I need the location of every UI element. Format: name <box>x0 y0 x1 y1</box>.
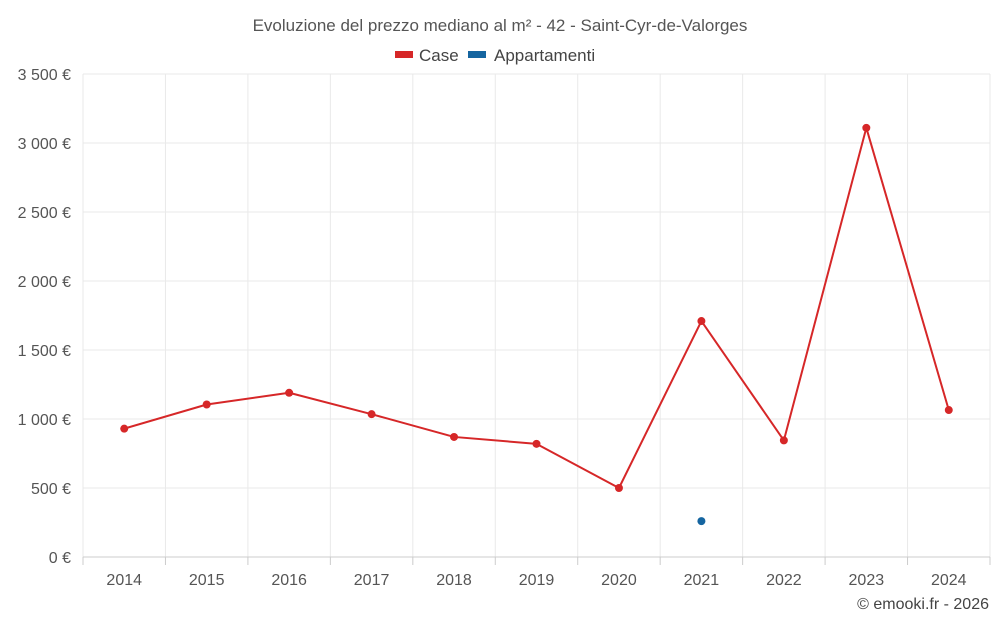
x-axis: 2014 2015 2016 2017 2018 2019 2020 2021 2022 2023… <box>82 556 991 589</box>
data-point-case-2016[interactable] <box>285 388 294 397</box>
data-point-case-2018[interactable] <box>450 432 459 441</box>
y-tick-label: 1 500 € <box>18 343 71 360</box>
x-tick-label: 2014 <box>106 572 142 589</box>
x-tick-label: 2015 <box>189 572 225 589</box>
y-tick-label: 3 500 € <box>18 67 71 84</box>
x-tick-label: 2023 <box>849 572 885 589</box>
data-point-case-2021[interactable] <box>697 317 706 326</box>
series-case <box>120 123 953 492</box>
x-tick-label: 2024 <box>931 572 967 589</box>
series-appartamenti <box>697 517 706 526</box>
legend-swatch-appartamenti <box>468 51 486 58</box>
y-tick-label: 3 000 € <box>18 136 71 153</box>
data-point-case-2017[interactable] <box>367 410 376 419</box>
y-tick-label: 2 000 € <box>18 274 71 291</box>
x-tick-label: 2021 <box>684 572 720 589</box>
x-tick-label: 2018 <box>436 572 472 589</box>
data-point-case-2022[interactable] <box>779 436 788 445</box>
legend-label-case: Case <box>419 46 459 65</box>
data-point-case-2023[interactable] <box>862 123 871 132</box>
x-tick-label: 2020 <box>601 572 637 589</box>
legend-item-appartamenti[interactable]: Appartamenti <box>468 46 595 65</box>
series-layer <box>120 123 953 526</box>
data-point-case-2019[interactable] <box>532 439 541 448</box>
y-axis: 0 € 500 € 1 000 € 1 500 € 2 000 € 2 500 € 3 00… <box>18 67 71 567</box>
legend-label-appartamenti: Appartamenti <box>494 46 595 65</box>
data-point-case-2014[interactable] <box>120 424 129 433</box>
x-tick-label: 2016 <box>271 572 307 589</box>
grid <box>82 73 991 557</box>
data-point-case-2024[interactable] <box>944 406 953 415</box>
chart-title: Evoluzione del prezzo mediano al m² - 42… <box>253 16 748 35</box>
data-point-case-2020[interactable] <box>614 484 623 492</box>
legend-swatch-case <box>395 51 413 58</box>
credit-text: © emooki.fr - 2026 <box>857 596 989 613</box>
x-tick-label: 2022 <box>766 572 802 589</box>
y-tick-label: 500 € <box>31 481 71 498</box>
legend-item-case[interactable]: Case <box>395 46 459 65</box>
y-tick-label: 2 500 € <box>18 205 71 222</box>
data-point-appartamenti-2021[interactable] <box>697 517 706 526</box>
data-point-case-2015[interactable] <box>202 400 211 409</box>
y-tick-label: 0 € <box>49 550 71 567</box>
x-tick-label: 2017 <box>354 572 390 589</box>
legend: Case Appartamenti <box>395 46 595 65</box>
y-tick-label: 1 000 € <box>18 412 71 429</box>
x-tick-label: 2019 <box>519 572 555 589</box>
